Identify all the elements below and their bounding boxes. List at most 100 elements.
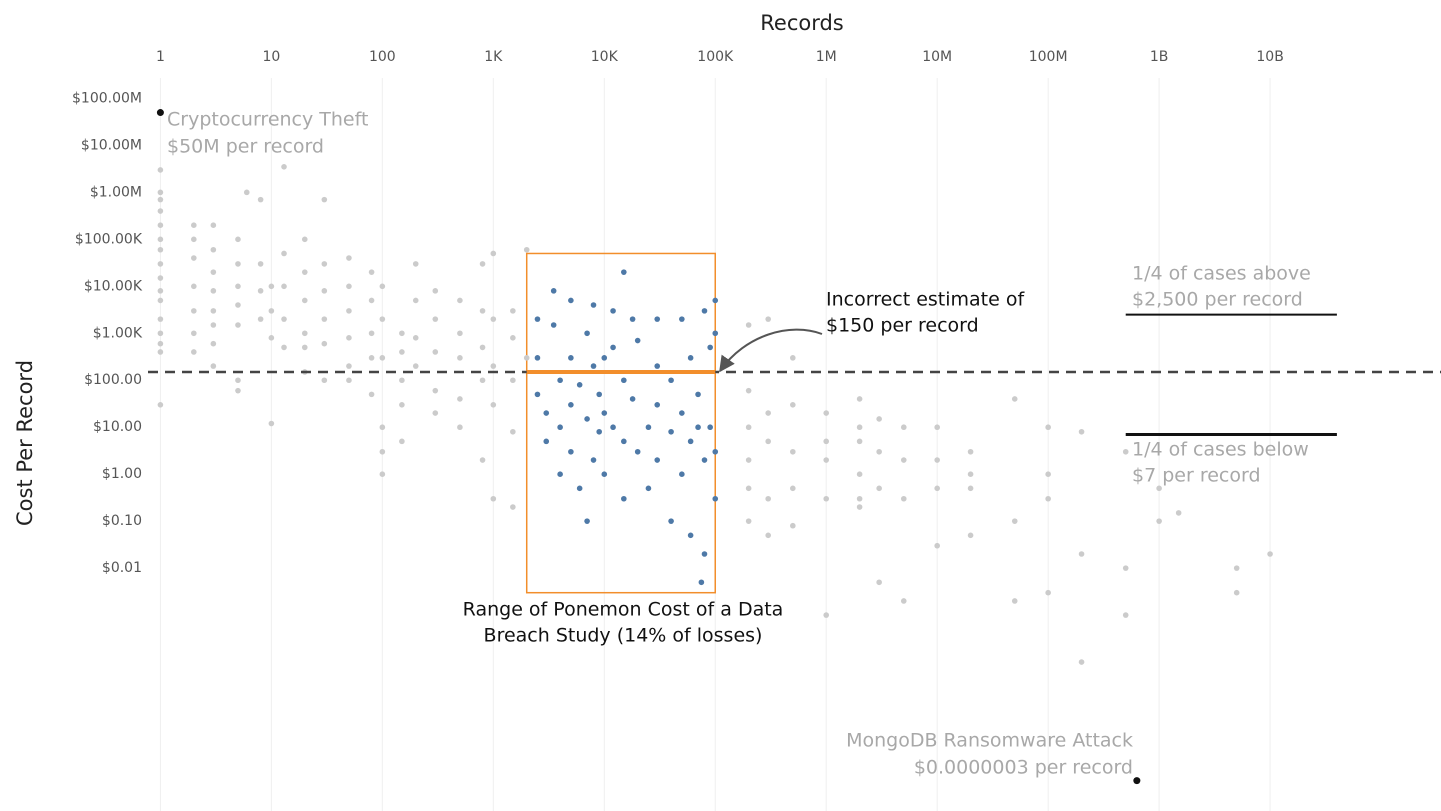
point: [157, 261, 164, 267]
point: [568, 402, 574, 408]
point: [157, 167, 164, 173]
point: [687, 438, 694, 445]
point: [191, 349, 197, 355]
point: [645, 424, 652, 431]
point: [191, 236, 197, 243]
point: [876, 448, 882, 455]
point: [823, 410, 830, 416]
point: [523, 246, 530, 253]
point: [610, 308, 616, 314]
point: [621, 377, 627, 384]
point: [257, 288, 264, 294]
x-tick-label: 1M: [816, 49, 837, 65]
point: [550, 322, 557, 328]
y-tick-label: $1.00K: [93, 325, 143, 341]
point: [856, 424, 863, 431]
point: [268, 308, 275, 314]
point: [745, 485, 752, 492]
point: [584, 416, 590, 422]
point: [157, 246, 164, 253]
point: [698, 579, 705, 586]
point: [379, 471, 386, 477]
point: [490, 402, 497, 408]
point: [745, 387, 752, 394]
point: [1045, 495, 1051, 502]
point: [679, 410, 685, 416]
point: [654, 316, 661, 322]
point: [534, 355, 541, 361]
x-tick-label: 10: [262, 49, 280, 65]
point: [823, 612, 830, 618]
point: [823, 438, 830, 445]
point: [576, 485, 583, 492]
point: [412, 297, 419, 304]
x-tick-label: 100M: [1029, 49, 1068, 65]
point: [368, 391, 375, 398]
point: [368, 297, 375, 304]
point: [321, 288, 328, 294]
point: [490, 495, 497, 502]
point: [967, 471, 974, 477]
point: [257, 196, 264, 203]
point: [281, 164, 287, 170]
point: [432, 387, 439, 394]
point: [235, 283, 241, 290]
point: [790, 448, 796, 455]
point: [321, 377, 328, 384]
point: [457, 396, 463, 402]
point: [568, 355, 574, 361]
point: [765, 316, 771, 322]
point: [876, 485, 882, 492]
point: [745, 457, 752, 463]
y-tick-label: $10.00K: [84, 278, 143, 294]
point: [490, 363, 497, 369]
point: [368, 355, 375, 361]
point: [157, 196, 164, 203]
point: [668, 377, 674, 384]
point: [967, 448, 974, 455]
point: [346, 255, 352, 261]
point: [590, 363, 597, 369]
point: [590, 457, 597, 463]
range-box: [525, 252, 716, 594]
point: [379, 316, 386, 322]
point: [157, 208, 164, 214]
point: [610, 424, 616, 431]
point: [268, 420, 275, 427]
point: [1156, 485, 1162, 492]
point: [346, 377, 352, 384]
y-tick-label: $100.00M: [72, 90, 142, 106]
point: [156, 109, 164, 117]
point: [534, 316, 541, 322]
point: [701, 308, 708, 314]
point: [210, 222, 217, 228]
point: [679, 316, 685, 322]
point: [379, 355, 386, 361]
point: [712, 448, 719, 455]
y-tick-label: $0.01: [102, 560, 142, 576]
point: [191, 222, 197, 228]
point: [1233, 589, 1240, 596]
point: [1122, 612, 1129, 618]
point: [745, 424, 752, 431]
point: [621, 269, 627, 275]
point: [707, 424, 713, 431]
point: [701, 551, 708, 557]
point: [790, 485, 796, 492]
point: [479, 344, 486, 351]
point: [457, 297, 463, 304]
point: [268, 283, 275, 290]
annotation: $0.0000003 per record: [914, 757, 1133, 779]
point: [1078, 659, 1085, 665]
point: [707, 344, 713, 351]
point: [557, 377, 563, 384]
point: [210, 288, 217, 294]
x-tick-label: 10K: [591, 49, 619, 65]
x-tick-label: 10M: [922, 49, 952, 65]
point: [695, 391, 701, 398]
annotation: 1/4 of cases below: [1132, 439, 1309, 461]
y-tick-label: $10.00M: [81, 137, 142, 153]
annotation: Incorrect estimate of: [826, 289, 1025, 311]
point: [432, 316, 439, 322]
point: [900, 457, 907, 463]
